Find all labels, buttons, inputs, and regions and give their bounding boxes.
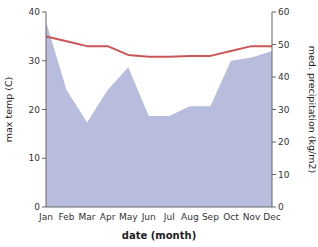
y2-axis-label: med. precipitation (kg/m2) <box>307 46 318 173</box>
x-tick-label: Apr <box>100 212 116 222</box>
x-tick-label: Jul <box>163 212 175 222</box>
x-tick-label: Jun <box>141 212 156 222</box>
y-tick-mark <box>272 109 276 110</box>
y-tick-label: 30 <box>278 105 290 115</box>
y-tick-label: 40 <box>29 7 41 17</box>
y-tick-label: 20 <box>29 105 41 115</box>
chart-svg: JanFebMarAprMayJunJulAugSepOctNovDec0102… <box>0 0 318 247</box>
x-tick-label: Dec <box>263 212 280 222</box>
x-tick-label: Jan <box>38 212 53 222</box>
x-axis-label: date (month) <box>122 230 196 241</box>
y-tick-label: 20 <box>278 137 290 147</box>
y-tick-mark <box>272 77 276 78</box>
x-tick-label: Sep <box>202 212 219 222</box>
y-tick-label: 60 <box>278 7 290 17</box>
y-tick-mark <box>42 109 46 110</box>
y-axis-label: max temp (C) <box>3 77 14 143</box>
y-tick-label: 0 <box>34 202 40 212</box>
y-tick-label: 40 <box>278 72 290 82</box>
x-tick-label: Oct <box>223 212 239 222</box>
precipitation-area <box>46 22 272 207</box>
y-tick-mark <box>272 142 276 143</box>
x-tick-label: Aug <box>181 212 199 222</box>
y-tick-label: 0 <box>278 202 284 212</box>
y-tick-mark <box>272 207 276 208</box>
y-tick-label: 30 <box>29 56 41 66</box>
x-tick-label: Mar <box>79 212 96 222</box>
y-tick-mark <box>272 12 276 13</box>
x-tick-label: Nov <box>243 212 261 222</box>
y-tick-label: 10 <box>29 153 41 163</box>
temperature-line <box>46 36 272 56</box>
chart-container: JanFebMarAprMayJunJulAugSepOctNovDec0102… <box>0 0 318 247</box>
y-tick-mark <box>42 207 46 208</box>
y-tick-mark <box>272 44 276 45</box>
x-axis-line <box>46 207 272 208</box>
y-tick-mark <box>272 174 276 175</box>
y-tick-label: 10 <box>278 170 290 180</box>
x-tick-label: Feb <box>59 212 75 222</box>
y-tick-label: 50 <box>278 40 290 50</box>
x-tick-label: May <box>119 212 138 222</box>
y-tick-mark <box>42 60 46 61</box>
plot-area <box>46 22 272 207</box>
y-tick-mark <box>42 158 46 159</box>
y-tick-mark <box>42 12 46 13</box>
